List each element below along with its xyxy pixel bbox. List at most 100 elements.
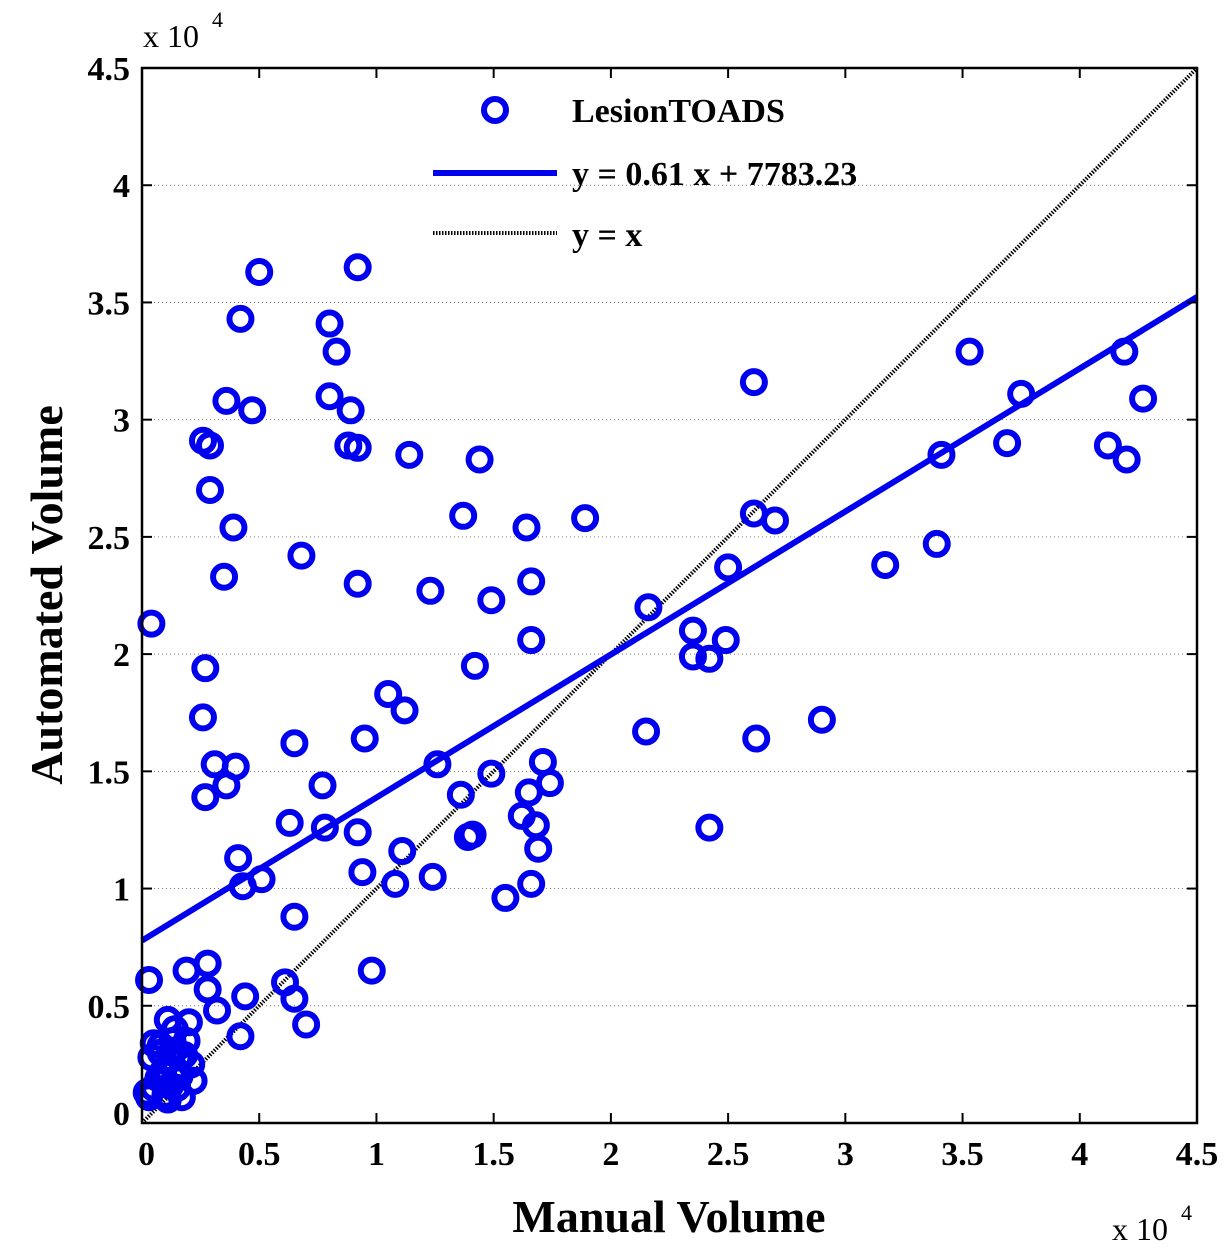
data-point (871, 551, 900, 580)
x-axis-multiplier: x 10 4 (1112, 1200, 1192, 1247)
data-point (695, 813, 724, 842)
data-point (517, 626, 546, 655)
data-point (739, 368, 768, 397)
data-point (807, 705, 836, 734)
data-point (308, 771, 337, 800)
plot-frame (140, 66, 1199, 1125)
data-point (993, 429, 1022, 458)
data-point (477, 586, 506, 615)
data-point (388, 837, 417, 866)
data-point (514, 778, 543, 807)
x-tick-label: 0 (138, 1136, 155, 1173)
data-point (219, 513, 248, 542)
y-tick-label: 4 (113, 168, 130, 205)
data-point (1110, 337, 1139, 366)
data-point (212, 386, 241, 415)
y-tick-label: 1.5 (88, 754, 131, 791)
x-axis-title: Manual Volume (512, 1191, 825, 1242)
data-point (231, 982, 260, 1011)
data-point (275, 808, 304, 837)
data-point (477, 759, 506, 788)
data-point (416, 576, 445, 605)
data-point (280, 902, 309, 931)
data-point (210, 562, 239, 591)
data-point (632, 717, 661, 746)
data-point (137, 609, 166, 638)
data-point (423, 750, 452, 779)
data-point (247, 865, 276, 894)
data-point (491, 883, 520, 912)
data-point (922, 529, 951, 558)
data-point (191, 783, 220, 812)
data-point (343, 569, 372, 598)
y-tick-label: 2.5 (88, 520, 131, 557)
data-point (165, 1043, 194, 1072)
data-point (310, 813, 339, 842)
data-point (348, 858, 377, 887)
data-point (460, 651, 489, 680)
data-point (280, 729, 309, 758)
data-point (357, 956, 386, 985)
x-tick-label: 0.5 (238, 1136, 281, 1173)
data-point (343, 818, 372, 847)
y-tick-label: 2 (113, 637, 130, 674)
data-point (374, 679, 403, 708)
data-point (238, 396, 267, 425)
data-point (465, 445, 494, 474)
data-point (135, 965, 164, 994)
data-point (245, 257, 274, 286)
y-multiplier-exponent: 4 (212, 7, 223, 32)
x-multiplier-base: x 10 (1112, 1211, 1168, 1247)
x-tick-label: 2.5 (707, 1136, 750, 1173)
plot-area (142, 68, 1197, 1123)
data-point (517, 869, 546, 898)
y-tick-label: 0.5 (88, 989, 131, 1026)
data-point (742, 724, 771, 753)
data-point (336, 396, 365, 425)
data-point (224, 844, 253, 873)
x-tick-label: 4 (1071, 1136, 1088, 1173)
data-point (315, 382, 344, 411)
legend-label-identity: y = x (572, 217, 642, 254)
data-point (1093, 431, 1122, 460)
data-point (395, 440, 424, 469)
data-point (156, 1071, 185, 1100)
legend: LesionTOADS y = 0.61 x + 7783.23 y = x (433, 93, 857, 254)
data-point (381, 869, 410, 898)
data-point (678, 616, 707, 645)
data-point (287, 541, 316, 570)
x-tick-label: 2 (602, 1136, 619, 1173)
data-point (188, 703, 217, 732)
data-point (315, 309, 344, 338)
x-tick-label: 3 (837, 1136, 854, 1173)
data-point (571, 504, 600, 533)
data-point (418, 862, 447, 891)
y-tick-label: 3 (113, 403, 130, 440)
data-point (226, 1022, 255, 1051)
data-point (714, 553, 743, 582)
data-point (1129, 384, 1158, 413)
data-point (927, 440, 956, 469)
data-point (695, 644, 724, 673)
data-point (524, 834, 553, 863)
data-point (195, 431, 224, 460)
y-multiplier-base: x 10 (143, 18, 199, 54)
data-point (711, 626, 740, 655)
x-tick-label: 1.5 (472, 1136, 515, 1173)
y-tick-label: 3.5 (88, 285, 131, 322)
x-axis-ticks: 0 0.5 1 1.5 2 2.5 3 3.5 4 4.5 (138, 68, 1218, 1173)
y-axis-title: Automated Volume (21, 405, 72, 785)
legend-marker-scatter (481, 96, 509, 124)
identity-line (140, 66, 1199, 1125)
identity-line-layer (140, 66, 1199, 1125)
x-multiplier-exponent: 4 (1181, 1200, 1192, 1225)
data-point (322, 337, 351, 366)
y-axis-multiplier: x 10 4 (143, 7, 223, 54)
data-point (446, 780, 475, 809)
data-point (292, 1010, 321, 1039)
data-point (1112, 445, 1141, 474)
data-point (226, 304, 255, 333)
data-point (350, 724, 379, 753)
data-point (343, 433, 372, 462)
